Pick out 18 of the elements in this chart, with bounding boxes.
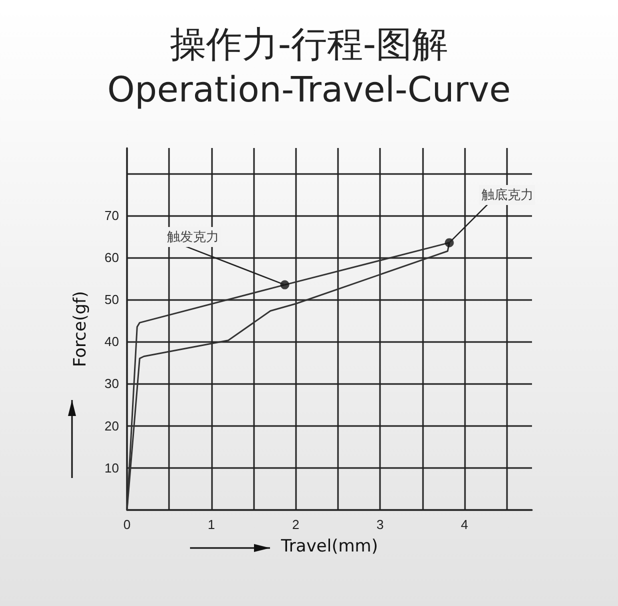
annotation: 触底克力 [479,184,536,205]
chart-subtitle: Operation-Travel-Curve [107,70,511,110]
x-tick-label: 1 [208,517,215,532]
y-tick-label: 20 [104,418,119,434]
y-tick-label: 60 [104,250,119,265]
chart-title: 操作力-行程-图解 [170,24,448,66]
y-tick-label: 40 [104,334,119,350]
y-tick-label: 30 [104,376,119,392]
x-tick-label: 4 [460,517,468,532]
x-tick-label: 2 [292,517,300,532]
y-tick-label: 50 [104,292,119,308]
y-tick-label: 70 [104,208,119,223]
y-axis-title: Force(gf) [70,290,90,368]
annotation: 触发克力 [164,226,221,247]
x-tick-label: 3 [376,517,384,532]
y-tick-label: 10 [104,460,119,476]
x-tick-label: 0 [123,517,131,532]
x-axis-title: Travel(mm) [280,536,378,556]
